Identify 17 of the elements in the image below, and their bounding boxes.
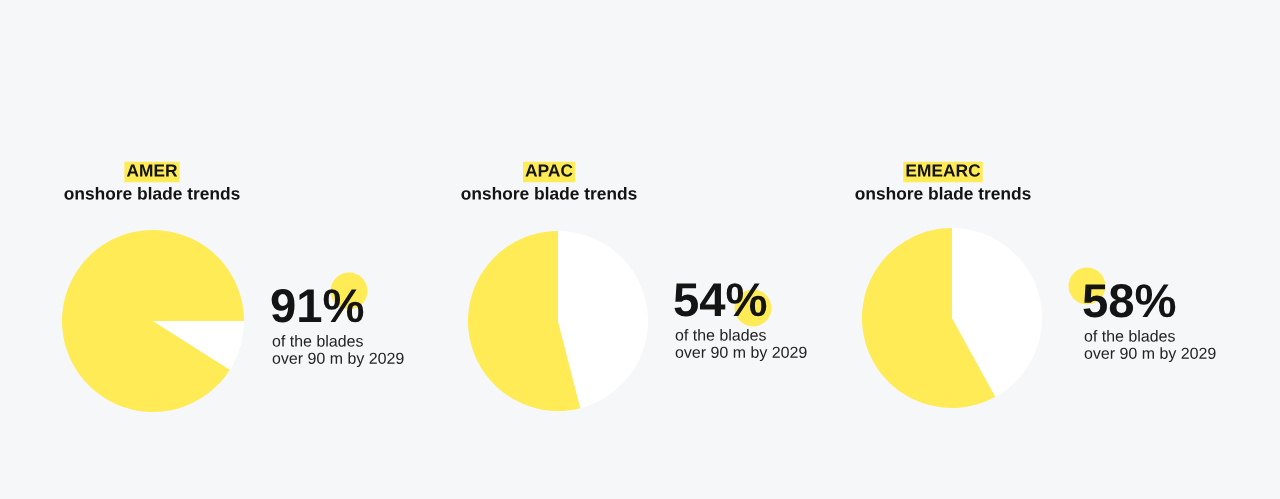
pie-slice (862, 228, 996, 408)
text: of the blades over 90 m by 2029 (272, 335, 404, 368)
chart-title: APAC (525, 164, 573, 177)
pie-slice (952, 228, 1042, 397)
pie-slice (558, 231, 648, 409)
text: 91% (271, 289, 364, 323)
text: of the blades over 90 m by 2029 (675, 329, 807, 362)
chart-title: EMEARC (906, 164, 981, 177)
chart-subtitle: onshore blade trends (461, 186, 637, 200)
text: 58% (1083, 284, 1176, 318)
pie-slice (62, 230, 244, 412)
chart-title: AMER (126, 164, 178, 177)
chart-subtitle: onshore blade trends (64, 186, 240, 200)
text: of the blades over 90 m by 2029 (1084, 330, 1216, 363)
chart-subtitle: onshore blade trends (855, 186, 1031, 200)
pie-slice (468, 231, 581, 411)
pie-slice (153, 321, 244, 370)
